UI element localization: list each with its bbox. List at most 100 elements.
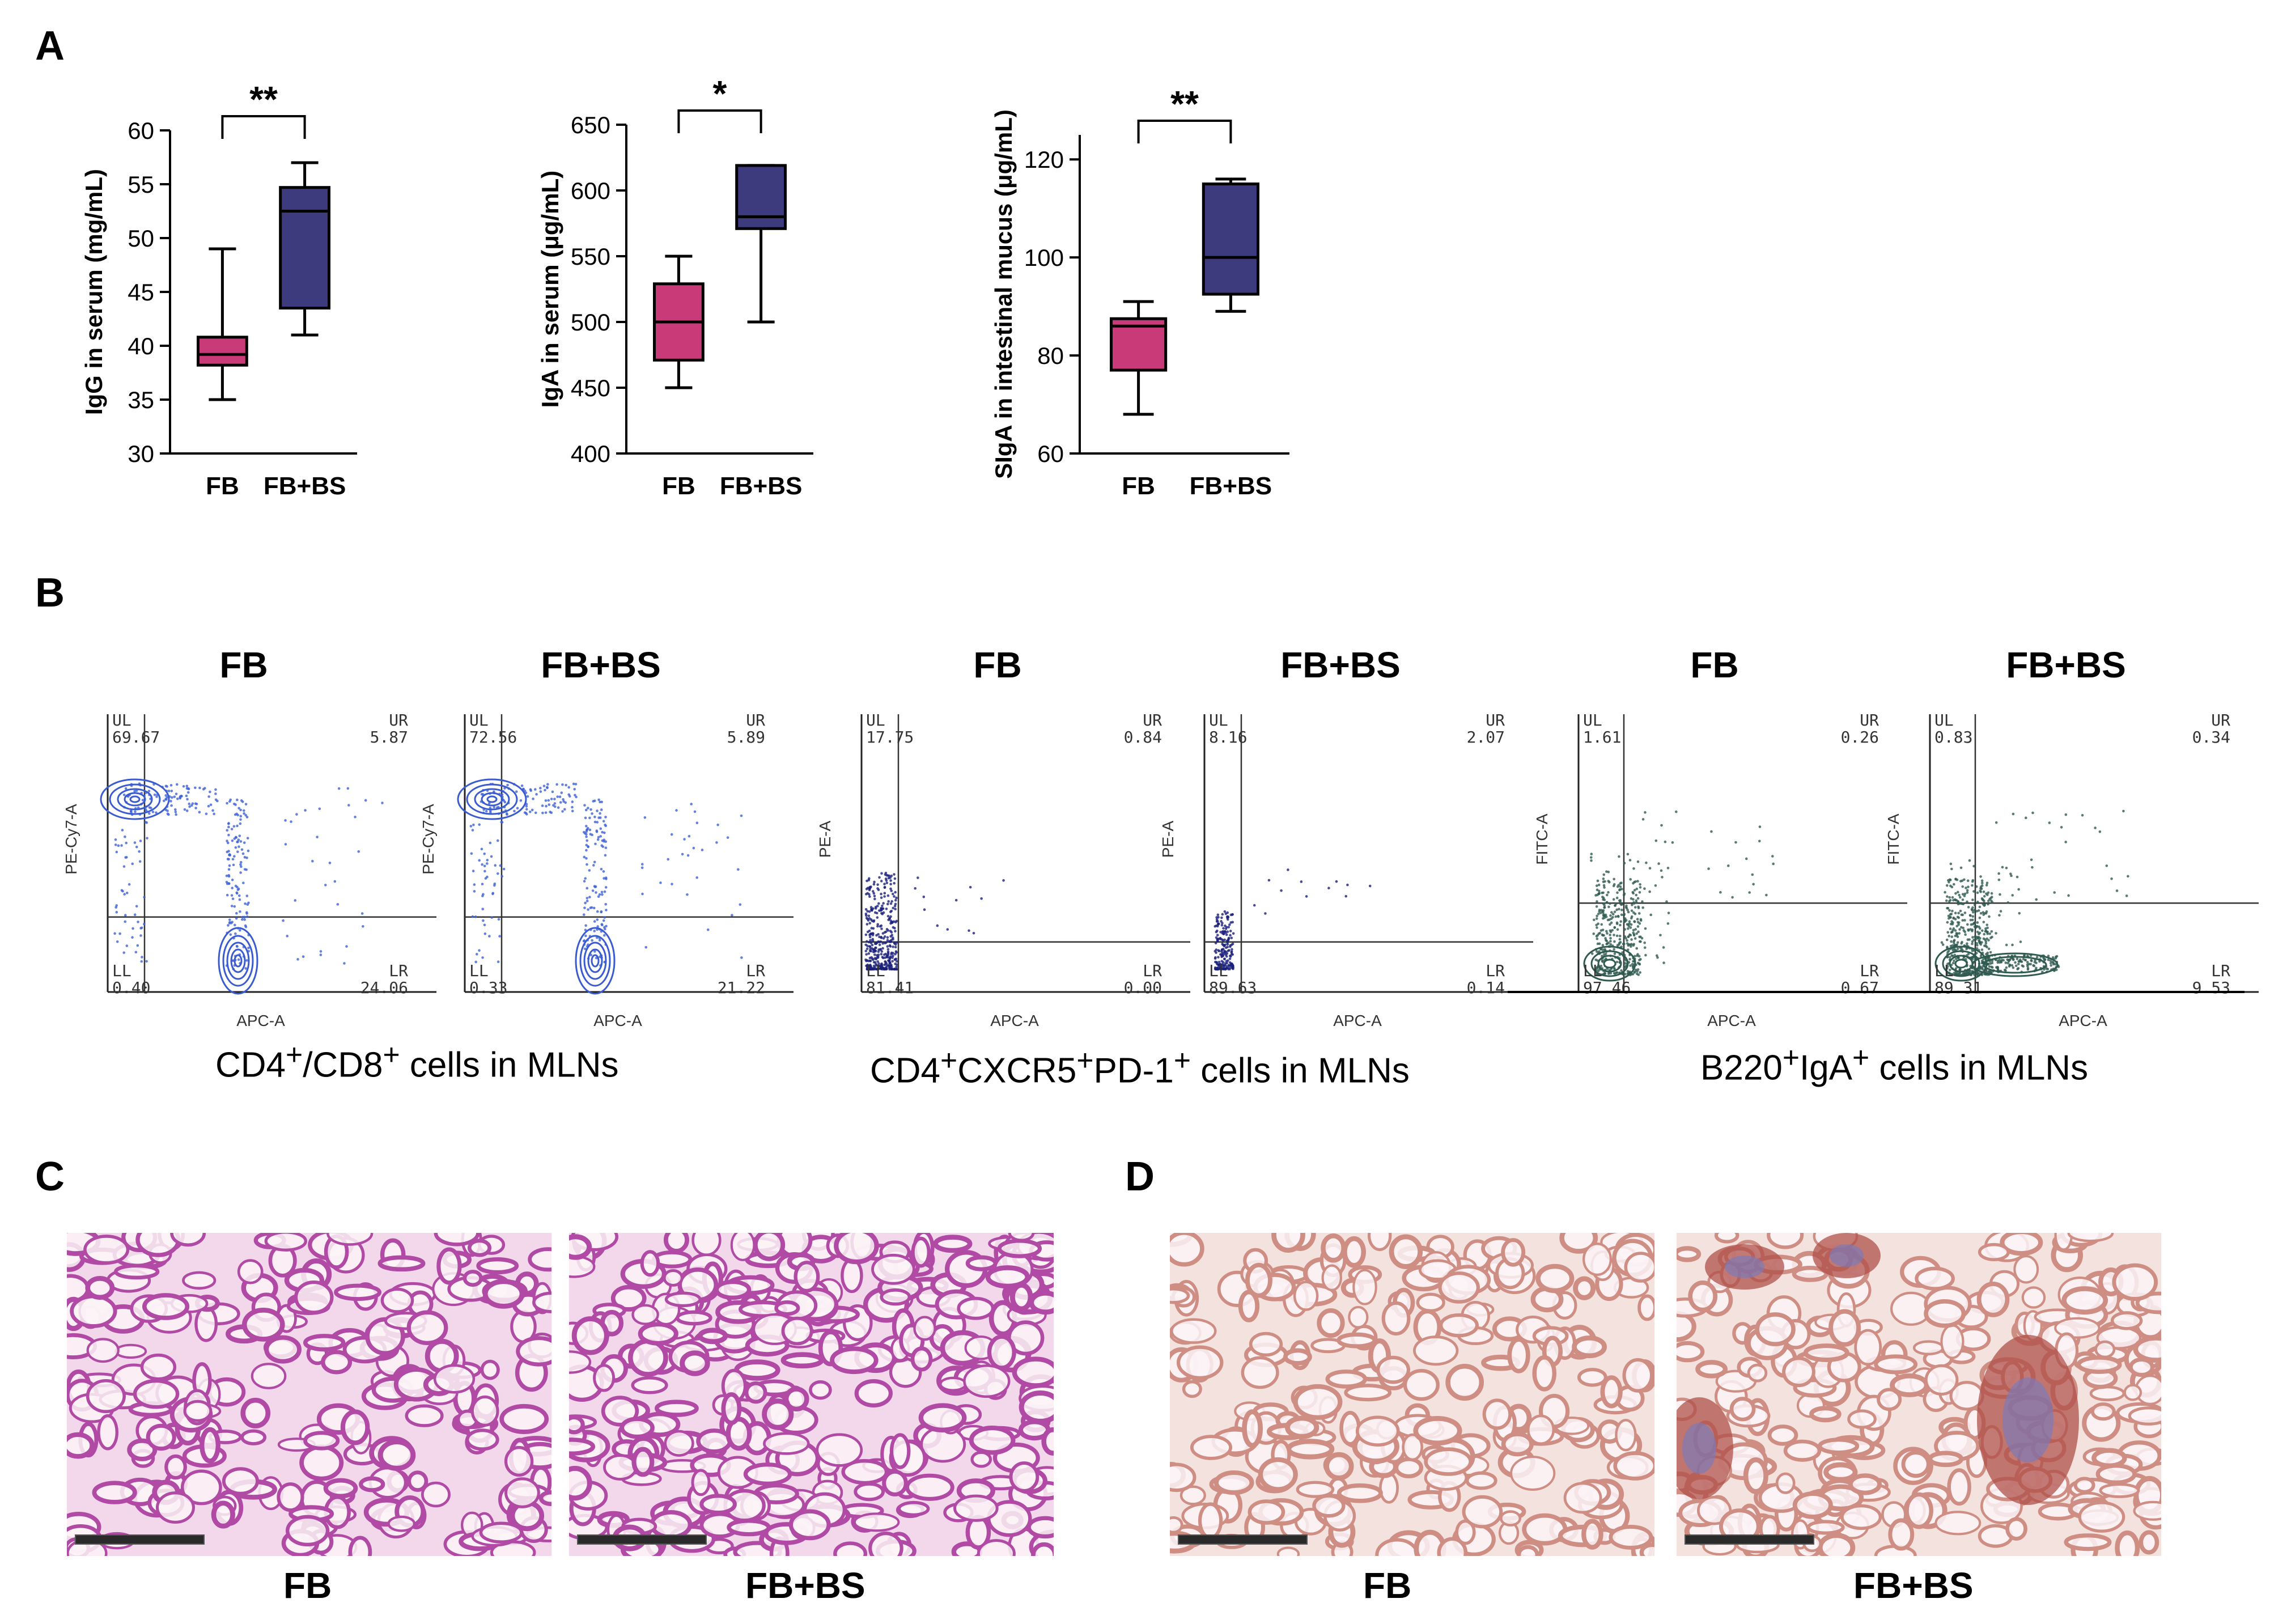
event-dot [1950,940,1953,943]
event-dot [1772,862,1775,866]
gland-lumen [910,1346,933,1372]
gland-lumen [1581,1519,1603,1550]
gland-lumen [326,1233,374,1246]
event-dot [1961,940,1963,944]
event-dot [1223,949,1226,953]
gland-lumen [146,1423,176,1451]
event-dot [1605,870,1608,873]
event-dot [640,866,644,870]
event-dot [599,800,601,804]
panel-label-b: B [35,570,65,616]
event-dot [236,885,239,889]
event-dot [243,918,246,921]
event-dot [1215,929,1219,932]
event-dot [690,803,693,805]
gland-lumen [569,1438,596,1456]
event-dot [227,858,230,861]
contour-ul [466,783,518,815]
contour-lr [222,935,254,987]
event-dot [1649,913,1652,917]
event-dot [737,868,740,871]
event-dot [591,889,595,892]
event-dot [1629,934,1632,937]
event-dot [1232,932,1235,935]
event-dot [936,924,939,927]
event-dot [688,834,691,838]
gland-lumen [114,1343,147,1359]
event-dot [1979,967,1982,970]
event-dot [871,938,875,941]
gland-lumen [240,1397,271,1428]
event-dot [506,783,509,787]
y-tick-label: 50 [128,225,154,252]
event-dot [873,880,876,884]
event-dot [889,968,892,970]
event-dot [1968,914,1972,917]
gland-lumen [1324,1452,1354,1481]
event-dot [1216,934,1219,937]
event-dot [1217,949,1220,952]
event-dot [1230,952,1233,956]
event-dot [595,829,599,832]
event-dot [1620,913,1623,917]
event-dot [1220,955,1224,957]
gland-lumen [1012,1356,1054,1388]
gland-lumen [788,1509,831,1541]
event-dot [526,795,529,798]
gland-lumen [1600,1375,1623,1409]
event-dot [1215,961,1219,964]
event-dot [1620,888,1623,891]
gland-lumen [1424,1447,1473,1476]
event-dot [1214,956,1217,959]
event-dot [1624,906,1628,909]
contour-ll [1603,959,1616,969]
gland-lumen [939,1376,968,1392]
contour-lr [1971,952,2059,977]
event-dot [1949,927,1952,930]
event-dot [166,809,169,812]
event-dot [889,879,892,882]
gland-lumen [1582,1243,1613,1277]
event-dot [284,819,287,822]
event-dot [1959,909,1962,913]
gland-lumen [321,1350,353,1375]
gland-lumen [1743,1457,1768,1494]
event-dot [865,953,868,956]
contour-ul [100,778,170,820]
event-dot [1595,917,1598,920]
event-dot [1635,893,1638,897]
gland-lumen [1413,1416,1462,1446]
event-dot [1961,893,1964,896]
event-dot [588,896,591,898]
quadrant-ur-label: UR [746,711,765,730]
event-dot [1941,943,1945,946]
event-dot [1634,928,1637,931]
event-dot [245,959,248,962]
flow-x-axis-label: APC-A [1333,1012,1382,1029]
event-dot [147,790,151,792]
event-dot [1637,962,1641,965]
event-dot [865,947,869,951]
event-dot [602,820,605,823]
event-dot [144,808,147,811]
gland-lumen [85,1275,115,1300]
event-dot [286,935,289,938]
event-dot [135,845,138,849]
event-dot [1966,971,1970,974]
event-dot [593,920,596,923]
x-tick-label: FB+BS [720,472,802,500]
event-dot [1758,825,1762,828]
event-dot [284,843,287,846]
event-dot [1948,968,1951,972]
event-dot [153,793,156,796]
gland-lumen [1828,1309,1861,1347]
event-dot [2035,956,2039,959]
event-dot [593,885,597,888]
gland-lumen [1677,1341,1705,1363]
event-dot [304,809,307,812]
gland-lumen [691,1469,711,1496]
gland-lumen [294,1280,334,1315]
y-axis-label: IgA in serum (μg/mL) [537,171,563,408]
gland-lumen [127,1438,158,1461]
event-dot [1637,955,1641,958]
